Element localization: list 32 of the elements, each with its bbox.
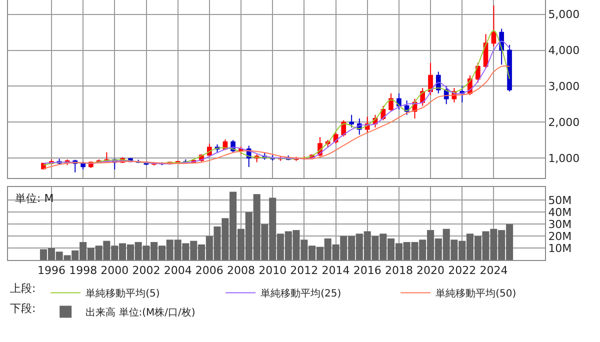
y-tick-label: 4,000 [548, 44, 580, 58]
x-tick-label: 2020 [416, 264, 445, 278]
x-tick-label: 2012 [290, 264, 318, 278]
x-tick-label: 2008 [227, 264, 255, 278]
x-tick-label: 2016 [353, 264, 382, 278]
x-tick-label: 2002 [132, 264, 160, 278]
annotation: 単位: M [15, 192, 54, 205]
legend-label: 単純移動平均(50) [436, 288, 516, 300]
text: 上段: [10, 282, 36, 295]
legend-label: 単純移動平均(25) [260, 288, 342, 300]
x-tick-label: 2024 [480, 264, 508, 278]
x-tick-label: 2006 [195, 264, 224, 278]
y-tick-label: 50M [548, 194, 572, 207]
y-tick-label: 10M [548, 242, 572, 255]
legend-label: 出来高 単位:(M株/口/枚) [86, 306, 196, 319]
y-tick-label: 30M [548, 218, 572, 231]
x-tick-label: 1998 [69, 264, 98, 278]
y-tick-label: 1,000 [548, 152, 580, 165]
y-tick-label: 3,000 [548, 80, 580, 94]
y-tick-label: 40M [548, 206, 572, 219]
legend-label: 単純移動平均(5) [86, 288, 160, 300]
y-tick-label: 2,000 [548, 116, 580, 129]
x-tick-label: 2018 [384, 264, 413, 278]
text: 下段: [10, 302, 36, 315]
x-tick-label: 2004 [164, 264, 192, 278]
x-tick-label: 2022 [448, 264, 476, 278]
y-tick-label: 20M [548, 230, 572, 243]
x-tick-label: 2014 [322, 264, 350, 278]
y-tick-label: 5,000 [548, 8, 580, 22]
x-tick-label: 1996 [37, 264, 66, 278]
x-tick-label: 2000 [100, 264, 129, 278]
x-tick-label: 2010 [258, 264, 287, 278]
